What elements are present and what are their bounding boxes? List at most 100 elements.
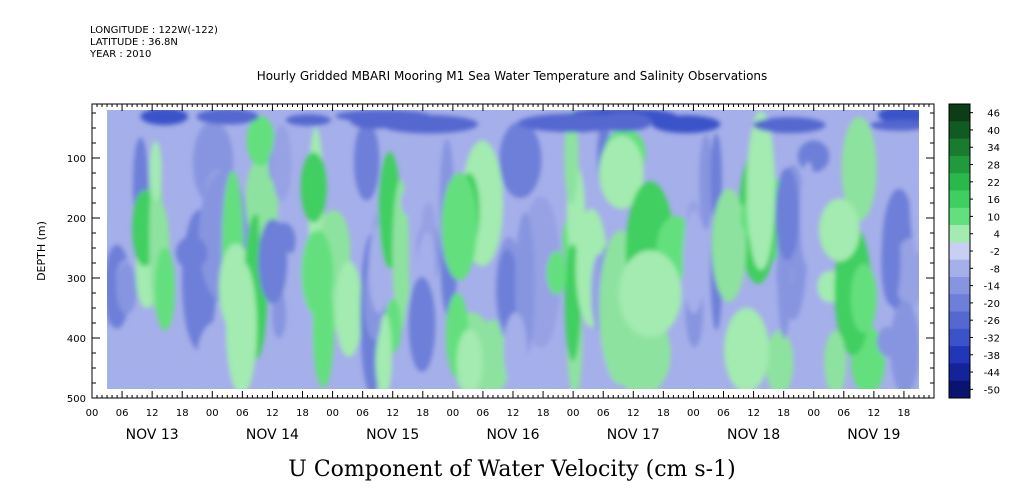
longitude-label: LONGITUDE : 122W(-122) bbox=[90, 25, 218, 36]
colorbar-segment bbox=[949, 242, 970, 261]
x-tick-label: 00 bbox=[86, 408, 99, 419]
velocity-patch bbox=[400, 185, 430, 220]
x-tick-label: 06 bbox=[116, 408, 129, 419]
colorbar-segment bbox=[949, 363, 970, 382]
colorbar-segment bbox=[949, 380, 970, 399]
colorbar-label: -32 bbox=[984, 333, 1000, 344]
velocity-patch bbox=[824, 330, 847, 389]
x-tick-label: 18 bbox=[898, 408, 911, 419]
colorbar: 46 40 34 28 22 16 10 4 -2 -8 -14 -20 -26 -32 -38 -44 -50 bbox=[948, 103, 1000, 399]
x-tick-label: 06 bbox=[356, 408, 369, 419]
velocity-patch bbox=[335, 260, 363, 357]
y-tick-label: 300 bbox=[67, 274, 86, 285]
surface-patch bbox=[140, 110, 189, 126]
velocity-patch bbox=[149, 141, 162, 201]
y-tick-label: 200 bbox=[67, 214, 86, 225]
colorbar-label: -8 bbox=[990, 264, 1000, 275]
velocity-patch bbox=[819, 198, 860, 262]
velocity-patch bbox=[699, 134, 713, 230]
latitude-label: LATITUDE : 36.8N bbox=[90, 37, 178, 48]
velocity-patch bbox=[499, 121, 542, 199]
colorbar-label: -50 bbox=[984, 385, 1000, 396]
surface-patch bbox=[380, 115, 479, 134]
y-tick-label: 500 bbox=[67, 394, 86, 405]
colorbar-segment bbox=[949, 155, 970, 174]
colorbar-label: -14 bbox=[984, 282, 1000, 293]
velocity-patch bbox=[599, 135, 644, 210]
velocity-patch bbox=[809, 254, 826, 337]
colorbar-segment bbox=[949, 190, 970, 209]
y-tick-label: 100 bbox=[67, 154, 86, 165]
surface-patch bbox=[518, 113, 631, 133]
x-tick-label: 06 bbox=[837, 408, 850, 419]
velocity-patch bbox=[564, 110, 579, 205]
x-tick-label: 12 bbox=[867, 408, 880, 419]
colorbar-segment bbox=[949, 173, 970, 191]
colorbar-label: 4 bbox=[994, 230, 1000, 241]
velocity-patch bbox=[258, 218, 288, 304]
surface-patch bbox=[651, 115, 721, 134]
velocity-patch bbox=[353, 121, 380, 201]
x-tick-label: 00 bbox=[567, 408, 580, 419]
velocity-patch bbox=[392, 179, 409, 330]
velocity-patch bbox=[271, 124, 292, 202]
surface-patch bbox=[869, 120, 919, 131]
y-axis-title: DEPTH (m) bbox=[35, 221, 48, 281]
colorbar-label: 10 bbox=[987, 212, 1000, 223]
day-label: NOV 19 bbox=[847, 427, 900, 443]
velocity-patch bbox=[909, 119, 919, 254]
velocity-patch bbox=[890, 300, 919, 389]
velocity-patch bbox=[841, 116, 877, 222]
colorbar-label: -26 bbox=[984, 316, 1000, 327]
velocity-patch bbox=[503, 312, 528, 389]
velocity-patch bbox=[175, 236, 208, 270]
surface-patch bbox=[285, 114, 332, 126]
colorbar-segment bbox=[949, 121, 970, 140]
colorbar-segment bbox=[949, 311, 970, 330]
surface-patch bbox=[753, 117, 826, 134]
x-tick-label: 18 bbox=[176, 408, 189, 419]
x-tick-label: 00 bbox=[446, 408, 459, 419]
x-tick-label: 00 bbox=[687, 408, 700, 419]
colorbar-label: -20 bbox=[984, 299, 1000, 310]
velocity-patch bbox=[246, 115, 275, 166]
x-tick-label: 00 bbox=[807, 408, 820, 419]
day-label: NOV 13 bbox=[126, 427, 179, 443]
colorbar-segment bbox=[949, 104, 970, 122]
x-tick-label: 06 bbox=[236, 408, 249, 419]
velocity-patch bbox=[775, 167, 800, 261]
day-label: NOV 18 bbox=[727, 427, 780, 443]
x-tick-label: 06 bbox=[597, 408, 610, 419]
colorbar-segment bbox=[949, 207, 970, 226]
chart-title: Hourly Gridded MBARI Mooring M1 Sea Wate… bbox=[257, 69, 768, 83]
x-tick-label: 12 bbox=[507, 408, 520, 419]
y-axis: 100 200 300 400 500 bbox=[67, 112, 934, 405]
x-tick-label: 18 bbox=[296, 408, 309, 419]
velocity-patch bbox=[724, 307, 769, 389]
x-tick-label: 12 bbox=[266, 408, 279, 419]
x-tick-label: 12 bbox=[386, 408, 399, 419]
day-label: NOV 15 bbox=[366, 427, 419, 443]
x-tick-label: 12 bbox=[747, 408, 760, 419]
x-tick-label: 00 bbox=[206, 408, 219, 419]
velocity-patch bbox=[301, 230, 334, 317]
velocity-patch bbox=[226, 260, 257, 389]
x-axis: 00 06 12 18 00 06 12 18 00 06 12 18 00 06 12 18 00 06 12 18… bbox=[86, 104, 935, 443]
x-tick-label: 18 bbox=[777, 408, 790, 419]
velocity-patch bbox=[496, 249, 518, 330]
colorbar-label: 34 bbox=[987, 143, 1000, 154]
year-label: YEAR : 2010 bbox=[90, 49, 152, 60]
colorbar-segment bbox=[949, 346, 970, 364]
x-tick-label: 00 bbox=[326, 408, 339, 419]
colorbar-label: -44 bbox=[984, 368, 1000, 379]
velocity-patch bbox=[797, 140, 830, 173]
y-tick-label: 400 bbox=[67, 334, 86, 345]
heatmap-area bbox=[107, 110, 919, 389]
x-tick-label: 18 bbox=[416, 408, 429, 419]
colorbar-segment bbox=[949, 138, 970, 157]
velocity-patch bbox=[765, 330, 794, 389]
velocity-patch bbox=[116, 263, 138, 315]
day-label: NOV 17 bbox=[607, 427, 660, 443]
colorbar-segment bbox=[949, 294, 970, 313]
